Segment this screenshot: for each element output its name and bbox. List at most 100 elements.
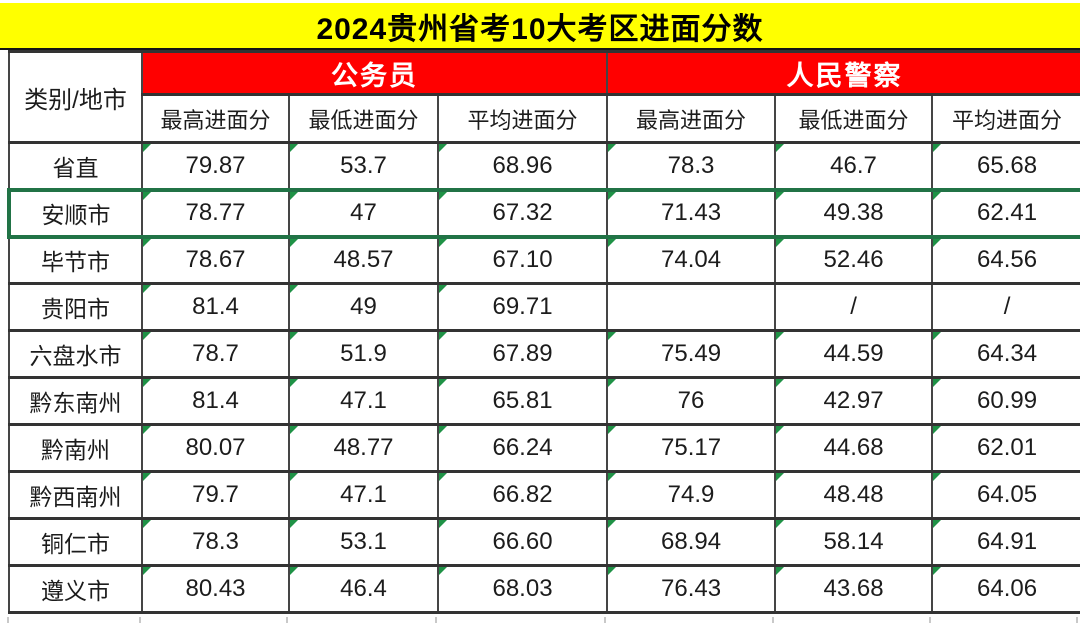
sub-header-min-police[interactable]: 最低进面分 <box>774 93 934 144</box>
green-triangle-icon <box>609 239 617 247</box>
score-cell[interactable]: 76.43 <box>606 564 777 614</box>
score-cell[interactable]: 75.17 <box>606 423 777 473</box>
score-cell[interactable]: / <box>931 282 1080 332</box>
green-triangle-icon <box>934 333 942 340</box>
score-cell[interactable]: 53.1 <box>288 517 439 567</box>
cell-value: 76 <box>677 387 705 414</box>
score-cell[interactable]: 74.04 <box>606 235 777 285</box>
score-cell[interactable]: 49 <box>288 282 439 332</box>
score-cell[interactable]: 47 <box>288 187 439 239</box>
score-cell[interactable]: 53.7 <box>288 141 439 191</box>
score-cell[interactable]: 47.1 <box>288 470 439 520</box>
score-cell[interactable]: 65.81 <box>436 376 609 426</box>
score-cell[interactable]: 67.89 <box>436 329 609 379</box>
score-cell[interactable]: 71.43 <box>606 187 777 239</box>
score-cell[interactable]: 64.05 <box>931 470 1080 520</box>
score-cell[interactable]: 64.91 <box>931 517 1080 567</box>
grid-line-stub <box>929 617 931 623</box>
score-cell[interactable]: 60.99 <box>931 376 1080 426</box>
score-cell[interactable]: 48.77 <box>288 423 439 473</box>
region-cell[interactable]: 贵阳市 <box>8 282 143 332</box>
group-header-civil-servant[interactable]: 公务员 <box>140 50 609 96</box>
green-triangle-icon <box>440 145 447 152</box>
score-cell[interactable]: 80.43 <box>141 564 290 614</box>
score-cell[interactable]: 74.9 <box>606 470 777 520</box>
region-cell[interactable]: 省直 <box>8 141 143 191</box>
score-cell[interactable]: 46.4 <box>288 564 439 614</box>
green-triangle-icon <box>440 380 447 387</box>
cell-value: 74.9 <box>667 481 715 508</box>
region-cell[interactable]: 黔南州 <box>8 423 143 473</box>
region-cell[interactable]: 安顺市 <box>7 187 143 239</box>
sub-header-min-civil[interactable]: 最低进面分 <box>288 93 439 144</box>
score-cell[interactable]: 66.60 <box>436 517 609 567</box>
score-cell[interactable]: 51.9 <box>288 329 439 379</box>
group-header-police[interactable]: 人民警察 <box>606 50 1080 96</box>
cell-value: 67.10 <box>492 246 553 274</box>
score-cell[interactable]: 68.94 <box>606 517 777 567</box>
green-triangle-icon <box>144 193 151 200</box>
score-cell[interactable]: 44.68 <box>774 423 934 473</box>
score-cell[interactable]: 42.97 <box>774 376 934 426</box>
score-cell[interactable]: 62.01 <box>931 423 1080 473</box>
score-cell[interactable]: 79.87 <box>141 141 290 191</box>
score-cell[interactable]: 66.82 <box>436 470 609 520</box>
cell-value: 66.24 <box>492 434 553 461</box>
score-cell[interactable]: 75.49 <box>606 329 777 379</box>
score-cell[interactable]: / <box>774 282 934 332</box>
score-cell[interactable]: 69.71 <box>436 282 609 332</box>
score-cell[interactable]: 52.46 <box>774 235 934 285</box>
region-cell[interactable]: 毕节市 <box>8 235 143 285</box>
sub-header-max-police[interactable]: 最高进面分 <box>606 93 777 144</box>
green-triangle-icon <box>144 333 151 340</box>
score-cell[interactable]: 78.67 <box>141 235 290 285</box>
score-cell[interactable]: 46.7 <box>774 141 934 191</box>
score-cell[interactable]: 64.56 <box>931 235 1080 285</box>
region-cell[interactable]: 遵义市 <box>8 564 143 614</box>
score-cell[interactable]: 80.07 <box>141 423 290 473</box>
score-cell[interactable]: 58.14 <box>774 517 934 567</box>
score-cell[interactable]: 78.3 <box>141 517 290 567</box>
score-cell[interactable]: 78.77 <box>141 187 290 239</box>
score-cell[interactable]: 62.41 <box>931 187 1080 239</box>
sub-header-avg-civil[interactable]: 平均进面分 <box>436 93 609 144</box>
score-cell[interactable]: 68.03 <box>436 564 609 614</box>
score-cell[interactable]: 81.4 <box>141 282 290 332</box>
sub-header-avg-police[interactable]: 平均进面分 <box>931 93 1080 144</box>
score-cell[interactable]: 48.48 <box>774 470 934 520</box>
cell-value: 58.14 <box>823 528 884 555</box>
region-cell[interactable]: 黔东南州 <box>8 376 143 426</box>
score-cell[interactable]: 43.68 <box>774 564 934 614</box>
green-triangle-icon <box>934 427 942 434</box>
region-cell[interactable]: 六盘水市 <box>8 329 143 379</box>
score-cell[interactable]: 65.68 <box>931 141 1080 191</box>
cell-value: 68.94 <box>661 528 722 555</box>
region-cell[interactable]: 铜仁市 <box>8 517 143 567</box>
cell-value: 62.41 <box>977 199 1038 226</box>
green-triangle-icon <box>609 380 617 387</box>
score-cell[interactable]: 81.4 <box>141 376 290 426</box>
score-cell[interactable]: 66.24 <box>436 423 609 473</box>
green-triangle-icon <box>291 427 298 434</box>
score-cell[interactable]: 76 <box>606 376 777 426</box>
region-cell[interactable]: 黔西南州 <box>8 470 143 520</box>
score-cell[interactable]: 68.96 <box>436 141 609 191</box>
green-triangle-icon <box>144 286 151 293</box>
title-bar: 2024贵州省考10大考区进面分数 <box>0 3 1080 50</box>
score-cell[interactable]: 47.1 <box>288 376 439 426</box>
score-cell[interactable]: 64.34 <box>931 329 1080 379</box>
sub-header-max-civil[interactable]: 最高进面分 <box>141 93 290 144</box>
score-cell[interactable]: 79.7 <box>141 470 290 520</box>
score-cell[interactable]: 78.3 <box>606 141 777 191</box>
score-cell[interactable]: 44.59 <box>774 329 934 379</box>
score-cell[interactable]: 49.38 <box>774 187 934 239</box>
score-cell-empty[interactable] <box>606 282 777 332</box>
score-cell[interactable]: 48.57 <box>288 235 439 285</box>
score-cell[interactable]: 67.10 <box>436 235 609 285</box>
score-cell[interactable]: 64.06 <box>931 564 1080 614</box>
score-cell[interactable]: 78.7 <box>141 329 290 379</box>
green-triangle-icon <box>291 239 298 247</box>
score-cell[interactable]: 67.32 <box>436 187 609 239</box>
green-triangle-icon <box>144 474 151 481</box>
corner-header-cell[interactable]: 类别/地市 <box>8 50 143 144</box>
